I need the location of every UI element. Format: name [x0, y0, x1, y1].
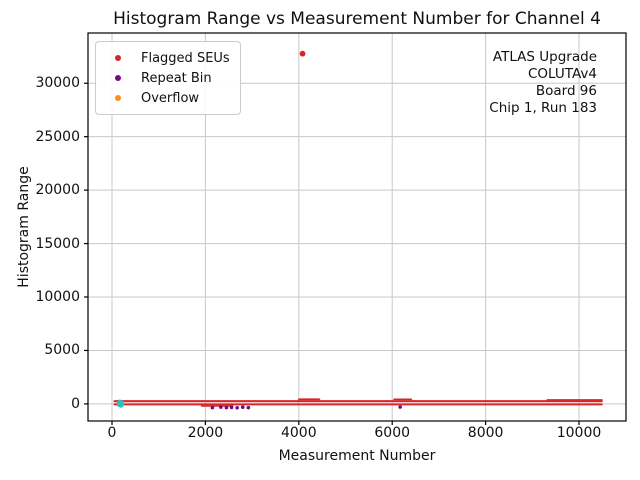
scatter-point-unlabeled-cyan-markers	[120, 402, 125, 407]
x-tick-label: 8000	[467, 425, 504, 441]
y-tick-label: 30000	[35, 75, 80, 92]
scatter-outlier-flagged-seus	[299, 50, 306, 57]
legend: Flagged SEUs Repeat Bin Overflow	[95, 41, 241, 115]
scatter-band-flagged-seus	[297, 398, 321, 401]
y-tick-label: 15000	[35, 235, 80, 252]
annotation-line: COLUTAv4	[527, 66, 597, 82]
y-tick-label: 10000	[35, 289, 80, 305]
axes-frame	[87, 32, 627, 422]
x-tick-label: 6000	[374, 425, 411, 441]
chart-title: Histogram Range vs Measurement Number fo…	[113, 9, 601, 29]
legend-item-repeat-bin: Repeat Bin	[115, 68, 240, 88]
repeat-bin-marker-icon	[115, 75, 121, 81]
scatter-point-repeat-bin	[229, 405, 234, 410]
legend-label: Flagged SEUs	[141, 50, 230, 66]
scatter-band-flagged-seus	[113, 400, 603, 403]
y-tick-label: 25000	[35, 128, 80, 145]
scatter-point-repeat-bin	[210, 405, 215, 410]
legend-label: Repeat Bin	[141, 70, 212, 86]
scatter-band-flagged-seus	[393, 398, 413, 401]
flagged-seus-marker-icon	[115, 55, 121, 61]
scatter-band-flagged-seus	[200, 405, 234, 407]
y-tick-label: 0	[71, 395, 80, 412]
x-axis-label: Measurement Number	[278, 448, 436, 464]
scatter-point-repeat-bin	[398, 405, 402, 409]
annotation-line: Board 96	[535, 83, 597, 99]
overflow-marker-icon	[115, 95, 121, 101]
x-tick-label: 10000	[556, 425, 602, 441]
x-tick-label: 2000	[187, 425, 224, 441]
annotation-line: Chip 1, Run 183	[489, 100, 597, 116]
scatter-point-repeat-bin	[240, 405, 245, 410]
legend-item-flagged-seus: Flagged SEUs	[115, 48, 240, 68]
annotation-line: ATLAS Upgrade	[492, 49, 597, 65]
y-tick-label: 5000	[44, 342, 80, 359]
x-tick-label: 4000	[280, 425, 317, 441]
corner-annotation: ATLAS Upgrade COLUTAv4 Board 96 Chip 1, …	[489, 49, 597, 117]
scatter-point-repeat-bin	[246, 405, 251, 410]
scatter-point-repeat-bin	[224, 405, 229, 410]
scatter-point-repeat-bin	[219, 405, 223, 409]
legend-label: Overflow	[141, 90, 200, 106]
scatter-point-repeat-bin	[235, 405, 239, 410]
y-tick-label: 20000	[35, 182, 80, 199]
x-tick-label: 0	[107, 425, 117, 441]
scatter-band-flagged-seus	[113, 403, 603, 406]
legend-item-overflow: Overflow	[115, 88, 240, 108]
scatter-band-flagged-seus	[546, 399, 603, 401]
